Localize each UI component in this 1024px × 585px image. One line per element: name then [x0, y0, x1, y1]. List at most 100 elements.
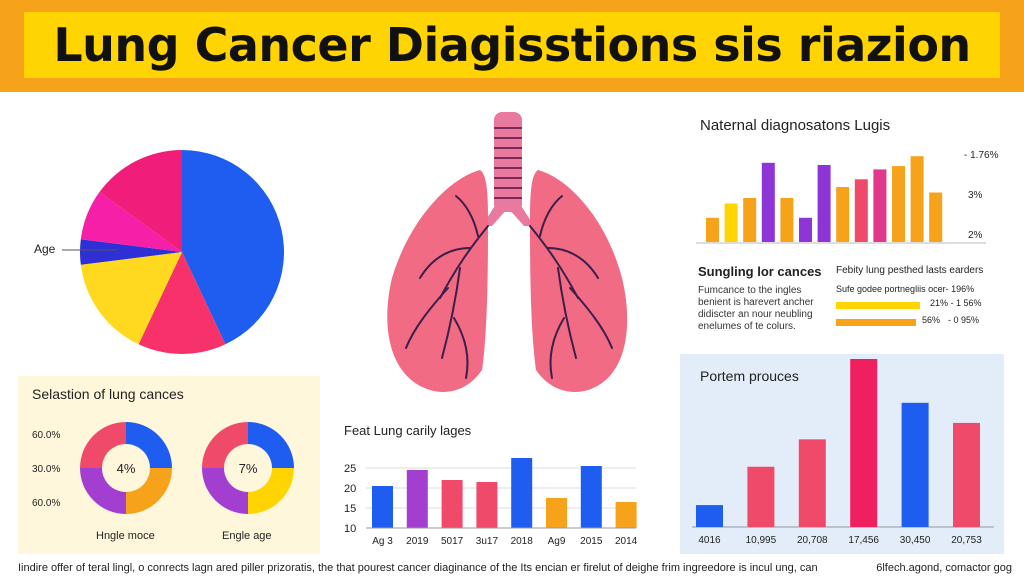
national-right-label-mid: 3%	[968, 190, 983, 201]
sungling-title: Sungling lor cances	[698, 264, 822, 279]
feat-x-tick-label: Ag 3	[372, 536, 393, 547]
sungling-body: Fumcance to the ingles benient is hareve…	[698, 285, 828, 333]
national-bar-5	[799, 217, 812, 242]
portem-bar-1	[747, 466, 775, 527]
national-bar-0	[706, 217, 719, 242]
febity-row2-left: 56%	[922, 315, 941, 325]
national-bar-9	[873, 169, 887, 242]
selastion-y-label: 30.0%	[32, 464, 61, 475]
febity-title: Febity lung pesthed lasts earders	[836, 265, 984, 276]
donut2-center-label: 7%	[239, 461, 258, 476]
national-right-label-top: - 1.76%	[964, 150, 999, 161]
portem-x-tick-label: 10,995	[746, 535, 777, 546]
national-bar-1	[724, 203, 738, 242]
national-bar-4	[780, 198, 794, 242]
donut2-segment-0	[248, 422, 294, 468]
donut1-segment-0	[126, 422, 172, 468]
portem-bar-0	[696, 505, 723, 527]
feat-bar-3	[476, 482, 498, 528]
lungs-illustration	[387, 112, 628, 392]
portem-bar-5	[953, 422, 980, 527]
feat-bar-6	[580, 466, 602, 528]
pie-slice-5	[99, 150, 182, 252]
donut1-segment-3	[80, 422, 126, 468]
feat-x-tick-label: 2019	[406, 536, 429, 547]
portem-x-tick-label: 20,708	[797, 535, 828, 546]
pie-slice-3	[80, 239, 182, 265]
feat-x-tick-label: 2015	[580, 536, 603, 547]
sungling-line: benient is harevert ancher	[698, 297, 814, 308]
age-pie-chart	[80, 150, 284, 354]
portem-bar-4	[901, 402, 929, 527]
feat-bar-0	[372, 486, 393, 528]
febity-row2-right: - 0 95%	[948, 315, 980, 325]
donut2-segment-1	[248, 468, 294, 514]
feat-bar-7	[615, 502, 637, 528]
feat-x-tick-label: 5017	[441, 536, 464, 547]
donut1-segment-1	[126, 468, 172, 514]
selastion-title: Selastion of lung cances	[32, 386, 184, 402]
donut2-segment-3	[202, 422, 248, 468]
feat-y-tick-label: 25	[344, 463, 356, 475]
page-title: Lung Cancer Diagisstions sis riazion	[53, 18, 971, 72]
national-chart-title: Naternal diagnosatons Lugis	[700, 117, 891, 134]
national-bar-chart	[696, 156, 986, 244]
sungling-line: enelumes of te colurs.	[698, 321, 796, 332]
portem-x-tick-label: 20,753	[951, 535, 982, 546]
feat-bar-2	[441, 480, 463, 528]
donut2-segment-2	[202, 468, 248, 514]
pie-slice-2	[80, 252, 182, 345]
bronchial-veins	[405, 195, 613, 379]
portem-x-tick-label: 17,456	[848, 535, 879, 546]
donut2-caption: Engle age	[222, 530, 272, 542]
national-bar-11	[910, 156, 924, 242]
pie-slice-0	[182, 150, 284, 345]
header-banner-inner: Lung Cancer Diagisstions sis riazion	[24, 12, 1000, 78]
national-bar-2	[743, 198, 757, 242]
feat-y-tick-label: 20	[344, 483, 356, 495]
national-bar-10	[892, 166, 905, 242]
selastion-y-label: 60.0%	[32, 498, 61, 509]
donut1-caption: Hngle moce	[96, 530, 155, 542]
right-lung	[530, 170, 628, 392]
national-bar-3	[761, 162, 775, 242]
feat-x-tick-label: 2018	[511, 536, 534, 547]
febity-bar-1	[836, 319, 916, 326]
national-right-label-bottom: 2%	[968, 230, 983, 241]
pie-label-age: Age	[34, 242, 56, 256]
febity-row1-right: 21% - 1 56%	[930, 298, 982, 308]
trachea	[482, 112, 534, 226]
febity-bar-chart	[836, 302, 920, 326]
feat-x-tick-label: Ag9	[548, 536, 566, 547]
footer-source: 6lfech.agond, comactor gog	[876, 562, 1012, 574]
portem-bar-chart: 4016 10,995 20,708 17,456 30,450 20,753	[692, 359, 994, 546]
portem-x-tick-label: 4016	[698, 535, 721, 546]
feat-x-tick-label: 3u17	[476, 536, 499, 547]
left-lung	[387, 170, 488, 392]
feat-bar-5	[546, 498, 567, 528]
portem-bar-2	[798, 439, 826, 527]
feat-y-tick-label: 10	[344, 523, 356, 535]
donut1-segment-2	[80, 468, 126, 514]
sungling-line: Fumcance to the ingles	[698, 285, 802, 296]
feat-x-tick-label: 2014	[615, 536, 638, 547]
selastion-y-label: 60.0%	[32, 430, 61, 441]
national-bar-12	[929, 192, 943, 242]
portem-bar-3	[850, 359, 878, 527]
selastion-donut-charts: 4% 7%	[80, 422, 294, 514]
pie-slice-4	[80, 192, 182, 252]
header-banner: Lung Cancer Diagisstions sis riazion	[0, 0, 1024, 92]
pie-label-leader	[62, 249, 117, 251]
feat-bar-4	[511, 458, 533, 528]
footer-note: Iindire offer of teral lingl, o conrects…	[18, 562, 818, 574]
febity-bar-0	[836, 302, 920, 309]
national-bar-6	[817, 165, 831, 242]
feat-chart-title: Feat Lung carily lages	[344, 423, 472, 438]
national-bar-8	[854, 179, 868, 242]
donut1-center-label: 4%	[117, 461, 136, 476]
feat-bar-1	[406, 470, 428, 528]
portem-chart-title: Portem prouces	[700, 368, 799, 384]
feat-y-tick-label: 15	[344, 503, 356, 515]
pie-slice-1	[138, 252, 226, 354]
